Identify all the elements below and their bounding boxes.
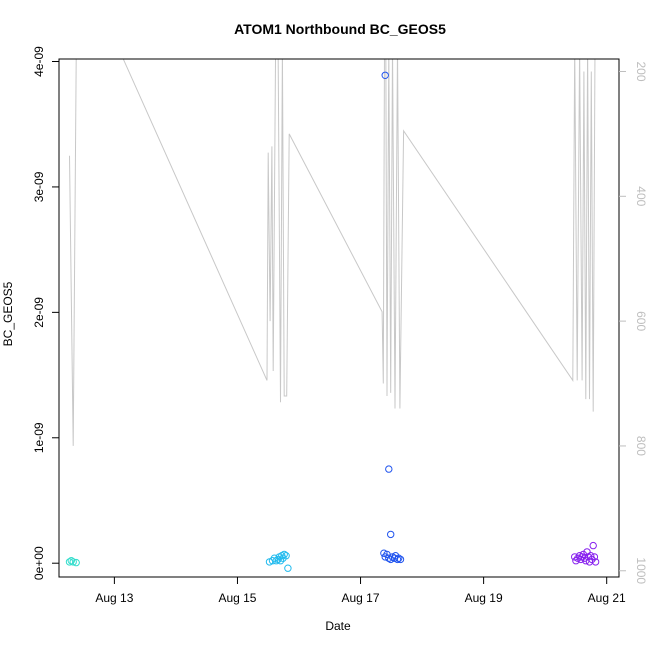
data-point	[587, 552, 595, 560]
y-axis: 0e+00 1e-09 2e-09 3e-09 4e-09	[32, 46, 59, 580]
y-tick-label: 3e-09	[32, 171, 46, 202]
y-tick-label: 4e-09	[32, 46, 46, 77]
data-point	[381, 71, 389, 80]
y-axis-label: BC_GEOS5	[1, 281, 15, 346]
data-point	[583, 548, 591, 556]
y-tick-label: 0e+00	[32, 546, 46, 580]
data-point	[280, 550, 288, 559]
chart-title: ATOM1 Northbound BC_GEOS5	[234, 21, 446, 37]
data-point	[590, 553, 599, 561]
secondary-line-layer	[69, 59, 596, 446]
secondary-y-axis: 200 400 600 800 1000	[619, 61, 648, 584]
data-point	[284, 564, 292, 572]
x-tick-label: Aug 19	[465, 591, 503, 605]
secondary-series-line	[69, 59, 596, 446]
x-tick-label: Aug 13	[95, 591, 133, 605]
data-point	[588, 555, 596, 564]
data-point	[276, 557, 285, 565]
data-point	[282, 552, 290, 560]
data-point	[395, 554, 403, 562]
points-layer	[65, 71, 600, 572]
data-point	[385, 554, 393, 562]
data-point	[72, 558, 80, 567]
data-point	[396, 555, 405, 564]
y2-tick-label: 1000	[634, 557, 648, 584]
x-tick-label: Aug 21	[588, 591, 626, 605]
data-point	[591, 558, 600, 566]
x-tick-label: Aug 17	[342, 591, 380, 605]
data-point	[387, 530, 395, 539]
x-axis: Aug 13 Aug 15 Aug 17 Aug 19 Aug 21	[95, 576, 626, 605]
y-tick-label: 2e-09	[32, 297, 46, 328]
plot-frame	[58, 58, 620, 578]
x-tick-label: Aug 15	[218, 591, 256, 605]
data-point	[69, 558, 77, 566]
data-point	[67, 557, 76, 565]
y-tick-label: 1e-09	[32, 422, 46, 453]
x-axis-label: Date	[325, 619, 351, 633]
data-point	[385, 465, 393, 473]
y2-tick-label: 400	[634, 186, 648, 206]
y2-tick-label: 200	[634, 61, 648, 81]
y2-tick-label: 800	[634, 436, 648, 456]
data-point	[589, 541, 597, 550]
y2-tick-label: 600	[634, 311, 648, 331]
data-point	[393, 555, 402, 564]
